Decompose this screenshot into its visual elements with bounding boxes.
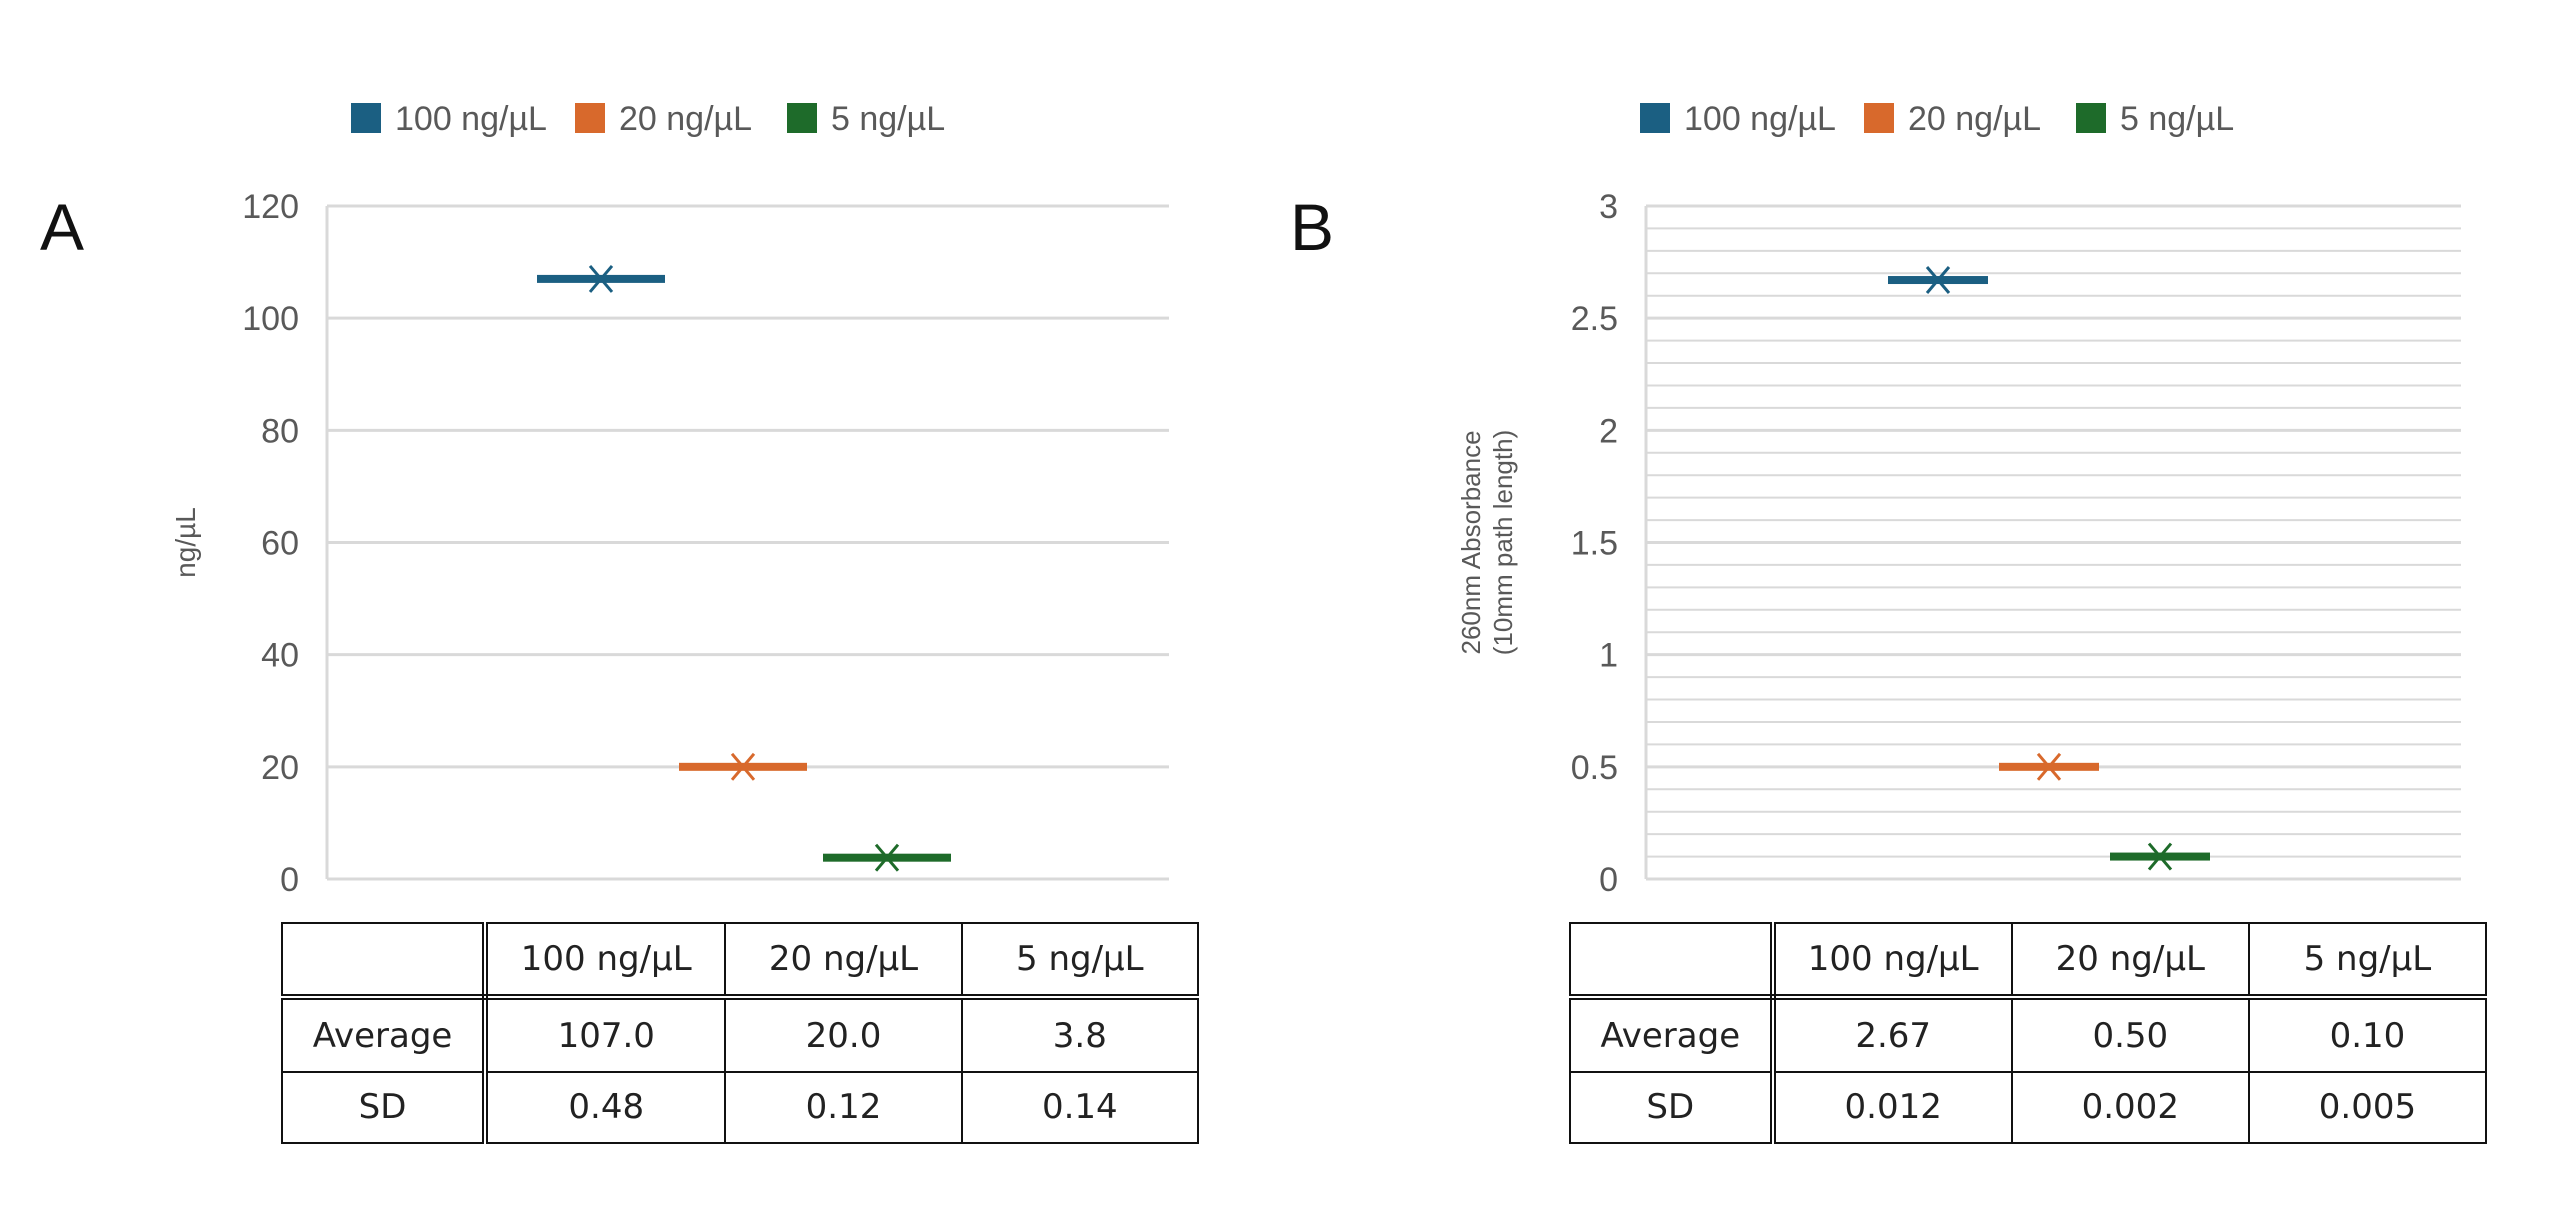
row-header-cell: Average [1569,996,1776,1073]
mean-marker [1925,266,1951,294]
table-cell: 0.002 [2010,1070,2250,1145]
row-header-cell: SD [1569,1070,1776,1145]
table-row: Average 107.0 20.0 3.8 [280,996,1200,1073]
legend-label: 20 ng/µL [619,100,752,138]
table-cell: 100 ng/µL [484,921,727,1001]
table-row: 100 ng/µL 20 ng/µL 5 ng/µL [1569,921,2488,1001]
table-cell: 0.14 [960,1070,1200,1145]
legend-swatch [351,103,381,133]
table-cell: 100 ng/µL [1771,921,2013,1001]
y-axis-label: 260nm Absorbance [1456,430,1486,654]
legend-swatch [787,103,817,133]
mean-marker [730,752,756,781]
y-tick-label: 1 [1599,637,1618,675]
table-cell: 5 ng/µL [2247,921,2488,1001]
row-header-cell [1569,921,1776,1001]
row-header-cell: Average [280,996,489,1073]
y-tick-label: 0.5 [1571,749,1618,787]
legend-label: 5 ng/µL [2120,100,2234,138]
y-axis-label-line2: (10mm path length) [1488,430,1518,655]
table-cell: 0.48 [484,1070,727,1145]
y-tick-label: 60 [261,525,299,563]
y-tick-label: 40 [261,637,299,675]
table-cell: 107.0 [484,996,727,1073]
table-cell: 5 ng/µL [960,921,1200,1001]
table-cell: 0.012 [1771,1070,2013,1145]
y-tick-label: 120 [242,188,299,226]
y-axis-title: ng/µL [170,507,201,578]
table-cell: 0.10 [2247,996,2488,1073]
row-header-cell: SD [280,1070,489,1145]
panel-label: A [40,190,84,264]
legend-swatch [1640,103,1670,133]
table-cell: 0.005 [2247,1070,2488,1145]
y-tick-label: 2.5 [1571,300,1618,338]
row-header-cell [280,921,489,1001]
table-cell: 20.0 [724,996,963,1073]
table-cell: 0.50 [2010,996,2250,1073]
table-row: 100 ng/µL 20 ng/µL 5 ng/µL [280,921,1200,1001]
table-cell: 3.8 [960,996,1200,1073]
legend-swatch [2076,103,2106,133]
table-cell: 0.12 [724,1070,963,1145]
y-tick-label: 1.5 [1571,525,1618,563]
y-tick-label: 2 [1599,412,1618,450]
legend-label: 20 ng/µL [1908,100,2041,138]
y-axis-title: 260nm Absorbance (10mm path length) [1456,430,1518,655]
table-cell: 20 ng/µL [724,921,963,1001]
legend-swatch [575,103,605,133]
legend-swatch [1864,103,1894,133]
y-tick-label: 100 [242,300,299,338]
panel-label: B [1290,190,1334,264]
table-cell: 20 ng/µL [2010,921,2250,1001]
mean-marker [2036,752,2062,781]
legend-label: 5 ng/µL [831,100,945,138]
y-tick-label: 80 [261,412,299,450]
table-row: SD 0.012 0.002 0.005 [1569,1070,2488,1145]
table-a: 100 ng/µL 20 ng/µL 5 ng/µL Average 107.0 20.0… [280,921,1200,1145]
table-b: 100 ng/µL 20 ng/µL 5 ng/µL Average 2.67 0.50 0… [1569,921,2488,1145]
mean-marker [874,843,900,872]
mean-marker [2147,842,2173,871]
legend-label: 100 ng/µL [395,100,547,138]
y-tick-label: 0 [1599,861,1618,899]
mean-marker [588,264,614,293]
y-tick-label: 3 [1599,188,1618,226]
legend-label: 100 ng/µL [1684,100,1836,138]
table-row: SD 0.48 0.12 0.14 [280,1070,1200,1145]
table-row: Average 2.67 0.50 0.10 [1569,996,2488,1073]
y-tick-label: 0 [280,861,299,899]
y-tick-label: 20 [261,749,299,787]
table-cell: 2.67 [1771,996,2013,1073]
y-axis-label: ng/µL [170,507,201,578]
